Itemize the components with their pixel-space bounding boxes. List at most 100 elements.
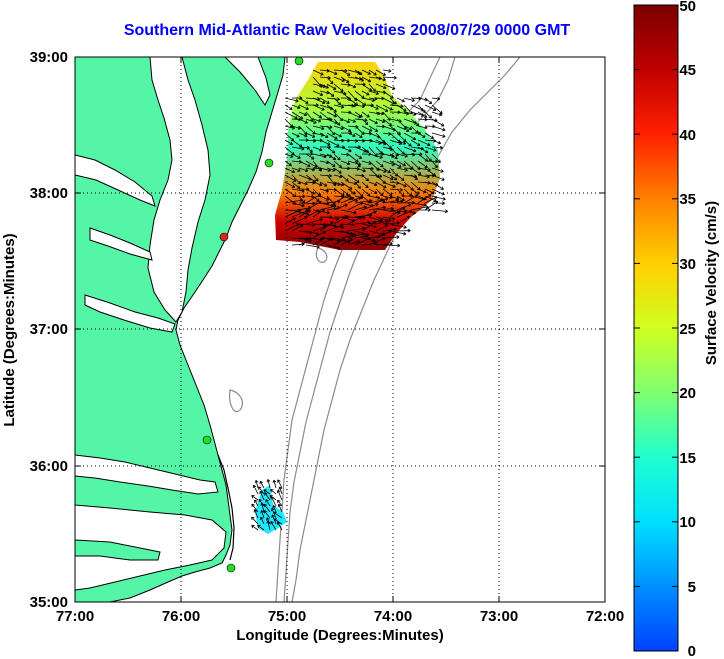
velocity-arrow: [277, 489, 283, 501]
velocity-arrow: [298, 181, 308, 186]
velocity-arrow: [326, 111, 337, 118]
colorbar-tick-label: 10: [679, 514, 696, 531]
velocity-arrow: [340, 196, 355, 204]
velocity-arrow: [382, 75, 397, 80]
velocity-arrow: [375, 167, 387, 173]
velocity-arrow: [312, 181, 323, 187]
velocity-arrow: [259, 490, 265, 501]
velocity-arrow: [368, 104, 379, 110]
velocity-arrow: [375, 220, 389, 225]
velocity-arrow: [431, 201, 445, 206]
velocity-arrow: [396, 216, 411, 225]
velocity-arrow: [375, 216, 392, 223]
velocity-arrow: [291, 167, 301, 172]
velocity-arrow: [417, 139, 431, 147]
velocity-arrow: [257, 524, 265, 531]
velocity-arrow: [361, 69, 371, 75]
velocity-arrow: [333, 181, 345, 187]
velocity-arrow: [270, 521, 277, 531]
velocity-arrow: [340, 209, 357, 215]
velocity-arrow: [277, 479, 283, 489]
velocity-arrow: [312, 111, 322, 119]
colorbar: [633, 4, 679, 652]
velocity-arrow: [276, 521, 283, 531]
velocity-arrow: [382, 167, 391, 174]
velocity-arrow: [396, 104, 407, 112]
colorbar-tick-label: 25: [679, 321, 696, 338]
velocity-arrow: [312, 230, 327, 239]
velocity-arrow: [354, 234, 368, 239]
velocity-arrow: [333, 76, 345, 83]
colorbar-tick-label: 35: [679, 191, 696, 208]
velocity-arrow: [431, 209, 448, 214]
velocity-arrow: [251, 516, 259, 525]
velocity-arrow: [375, 197, 389, 204]
velocity-arrow: [382, 118, 393, 127]
velocity-arrow: [354, 76, 364, 82]
velocity-arrow: [354, 205, 367, 211]
velocity-arrow: [291, 153, 301, 159]
velocity-arrow: [431, 153, 441, 163]
velocity-arrow: [431, 132, 446, 138]
y-tick-label: 35:00: [30, 594, 68, 611]
velocity-arrow: [375, 69, 386, 76]
velocity-arrow: [389, 160, 402, 168]
velocity-arrow: [326, 83, 337, 90]
velocity-arrow: [361, 237, 376, 243]
velocity-arrow: [326, 76, 334, 85]
velocity-arrow: [382, 181, 396, 188]
y-tick-label: 37:00: [30, 321, 68, 338]
velocity-arrow: [424, 104, 437, 111]
velocity-arrow: [403, 132, 417, 141]
velocity-arrow: [326, 153, 337, 161]
velocity-arrow: [298, 209, 311, 218]
velocity-arrow: [258, 486, 265, 495]
velocity-arrow: [431, 167, 444, 173]
velocity-arrow: [305, 230, 319, 236]
velocity-arrow: [340, 146, 352, 153]
velocity-arrow: [265, 499, 271, 507]
velocity-arrow: [354, 111, 363, 118]
velocity-arrow: [298, 152, 314, 156]
velocity-arrow: [396, 139, 407, 145]
velocity-arrow: [417, 194, 432, 204]
velocity-arrow: [368, 97, 378, 101]
velocity-arrow: [417, 132, 426, 138]
velocity-arrow: [403, 146, 417, 153]
velocity-arrow: [347, 196, 362, 204]
x-tick-label: 77:00: [56, 608, 94, 625]
velocity-arrow: [347, 201, 364, 211]
velocity-arrow: [368, 69, 377, 76]
velocity-arrow: [284, 217, 296, 225]
velocity-arrow: [340, 160, 351, 166]
velocity-arrow: [403, 97, 415, 102]
velocity-arrow: [375, 224, 389, 232]
velocity-arrow: [312, 97, 326, 105]
station-marker: [226, 563, 236, 573]
velocity-arrow: [396, 228, 411, 233]
velocity-arrow: [319, 188, 329, 193]
velocity-arrow: [319, 237, 334, 246]
velocity-arrow: [326, 146, 336, 154]
velocity-arrow: [396, 174, 405, 181]
velocity-arrow: [333, 153, 341, 161]
y-axis-label: Latitude (Degrees:Minutes): [1, 233, 18, 426]
velocity-arrow: [284, 97, 299, 103]
velocity-arrow: [417, 111, 428, 118]
velocity-arrow: [312, 104, 325, 111]
velocity-arrow: [298, 111, 308, 117]
velocity-arrow: [431, 160, 438, 169]
velocity-arrow: [266, 479, 271, 489]
velocity-arrow: [291, 202, 305, 208]
velocity-arrow: [326, 90, 335, 97]
colorbar-tick-label: 15: [679, 450, 696, 467]
colorbar-tick-label: 30: [679, 256, 696, 273]
velocity-arrow: [375, 118, 386, 123]
velocity-arrow: [298, 118, 308, 124]
velocity-arrow: [347, 188, 356, 195]
velocity-arrow: [305, 146, 313, 153]
velocity-arrow: [260, 502, 265, 513]
velocity-arrow: [333, 215, 349, 225]
velocity-arrow: [319, 173, 333, 178]
velocity-arrow: [375, 76, 386, 82]
